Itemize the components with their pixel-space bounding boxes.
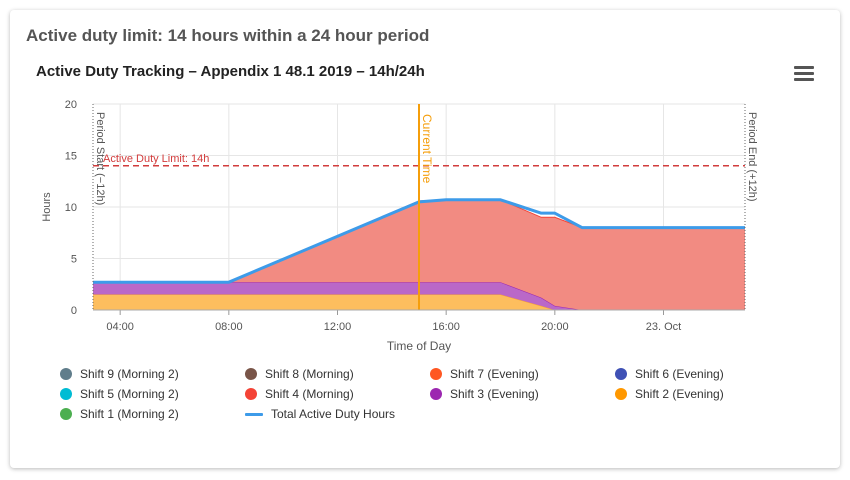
period-end-label: Period End (+12h) [746,112,758,202]
legend-item-shift-5-morning-2[interactable]: Shift 5 (Morning 2) [60,386,245,402]
legend-label: Shift 3 (Evening) [450,387,539,401]
x-axis-title: Time of Day [387,339,451,353]
chart-legend: Shift 9 (Morning 2) Shift 8 (Morning) Shif… [60,366,800,422]
x-tick-label: 23. Oct [646,321,681,333]
legend-dot-swatch [60,408,72,420]
legend-dot-swatch [430,368,442,380]
x-tick-label: 08:00 [215,321,243,333]
x-tick-label: 16:00 [432,321,460,333]
legend-label: Shift 1 (Morning 2) [80,407,179,421]
hamburger-menu-icon[interactable] [794,66,814,82]
legend-label: Shift 6 (Evening) [635,367,724,381]
y-tick-label: 10 [65,202,77,214]
legend-label: Shift 9 (Morning 2) [80,367,179,381]
legend-label: Shift 2 (Evening) [635,387,724,401]
legend-item-shift-8-morning[interactable]: Shift 8 (Morning) [245,366,430,382]
limit-line-label: Active Duty Limit: 14h [103,153,209,165]
legend-item-total-active-duty-hours[interactable]: Total Active Duty Hours [245,406,430,422]
legend-label: Shift 5 (Morning 2) [80,387,179,401]
y-tick-label: 5 [71,254,77,266]
y-tick-label: 0 [71,305,77,317]
current-time-label: Current Time [420,114,434,184]
y-axis-title: Hours [41,192,53,222]
legend-line-swatch [245,412,263,416]
legend-item-shift-4-morning[interactable]: Shift 4 (Morning) [245,386,430,402]
legend-dot-swatch [615,368,627,380]
series-lines [93,198,745,284]
x-tick-label: 04:00 [106,321,134,333]
legend-label: Shift 8 (Morning) [265,367,354,381]
legend-dot-swatch [615,388,627,400]
card-title: Active duty limit: 14 hours within a 24 … [26,26,430,45]
legend-item-shift-1-morning-2[interactable]: Shift 1 (Morning 2) [60,406,245,422]
axes: 0 5 10 15 20 04:00 08:00 12:00 16:00 20:00 23. Oct… [41,99,745,353]
legend-item-shift-9-morning-2[interactable]: Shift 9 (Morning 2) [60,366,245,382]
legend-dot-swatch [245,368,257,380]
legend-item-shift-3-evening[interactable]: Shift 3 (Evening) [430,386,615,402]
total-active-duty-line[interactable] [93,198,745,284]
chart-title: Active Duty Tracking – Appendix 1 48.1 2… [36,63,425,80]
area-shift-3-evening[interactable] [93,282,745,310]
legend-dot-swatch [430,388,442,400]
legend-label: Shift 7 (Evening) [450,367,539,381]
legend-item-shift-2-evening[interactable]: Shift 2 (Evening) [615,386,800,402]
y-tick-label: 15 [65,151,77,163]
legend-label: Total Active Duty Hours [271,407,396,421]
legend-label: Shift 4 (Morning) [265,387,354,401]
period-start-label: Period Start (−12h) [94,112,106,205]
x-tick-label: 20:00 [541,321,569,333]
legend-dot-swatch [60,388,72,400]
x-tick-label: 12:00 [324,321,352,333]
legend-item-shift-6-evening[interactable]: Shift 6 (Evening) [615,366,800,382]
legend-item-shift-7-evening[interactable]: Shift 7 (Evening) [430,366,615,382]
annotations: Active Duty Limit: 14h Current Time Period… [92,104,758,310]
legend-dot-swatch [60,368,72,380]
legend-dot-swatch [245,388,257,400]
y-tick-label: 20 [65,99,77,111]
